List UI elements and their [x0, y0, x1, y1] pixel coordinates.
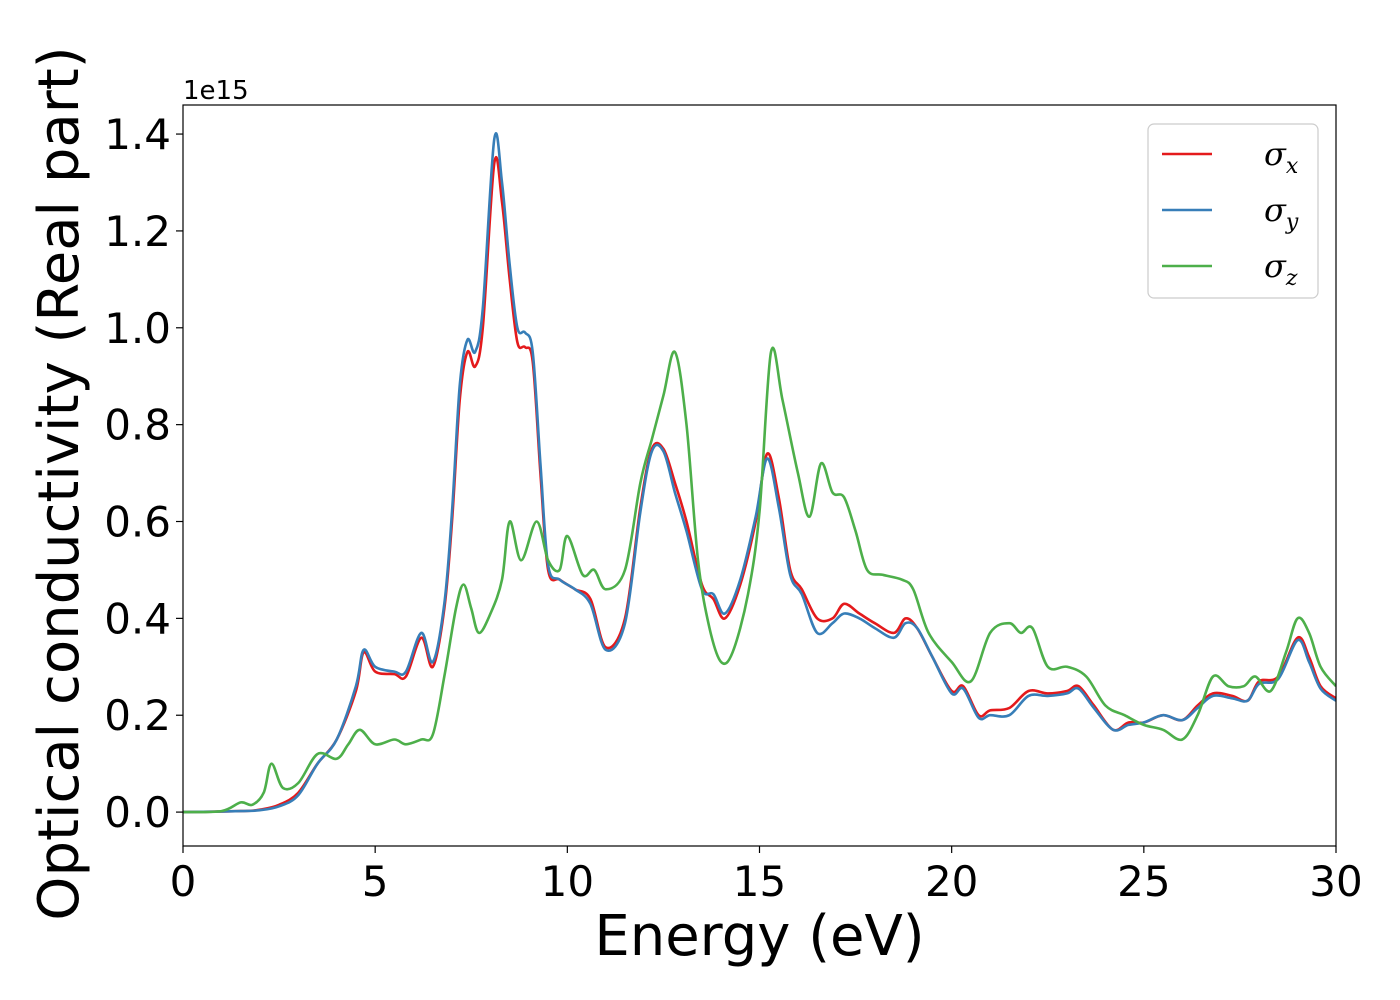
y-offset-label: 1e15 [183, 76, 249, 106]
y-tick-label: 0.4 [104, 594, 171, 643]
x-axis-title: Energy (eV) [594, 904, 924, 969]
x-tick-label: 25 [1117, 857, 1170, 906]
series-line-y [183, 132, 1336, 814]
legend-box [1147, 123, 1319, 299]
y-tick-label: 1.0 [104, 304, 171, 353]
y-tick-label: 0.2 [104, 691, 171, 740]
y-tick-label: 0.6 [104, 498, 171, 547]
x-tick-label: 5 [362, 857, 389, 906]
series-layer [183, 132, 1336, 814]
y-tick-label: 1.4 [104, 110, 171, 159]
x-tick-label: 20 [925, 857, 978, 906]
series-line-z [183, 346, 1336, 814]
y-tick-label: 0.0 [104, 788, 171, 837]
x-tick-label: 30 [1309, 857, 1362, 906]
y-tick-label: 0.8 [104, 401, 171, 450]
x-tick-label: 10 [541, 857, 594, 906]
y-axis-title: Optical conductivity (Real part) [27, 46, 92, 920]
ticks-layer: 0 5 10 15 20 25 30 0.0 0.2 0.4 0.6 0.8 1.0 1.2 1.4 [104, 110, 1363, 906]
x-tick-label: 0 [170, 857, 197, 906]
x-tick-label: 15 [733, 857, 786, 906]
y-tick-label: 1.2 [104, 207, 171, 256]
